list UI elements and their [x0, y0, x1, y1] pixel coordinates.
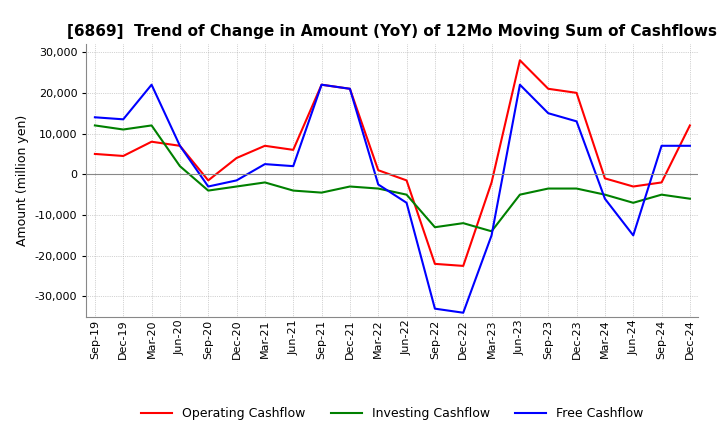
Investing Cashflow: [289, 188, 297, 193]
Investing Cashflow: [374, 186, 382, 191]
Line: Operating Cashflow: Operating Cashflow: [95, 60, 690, 266]
Investing Cashflow: [318, 190, 326, 195]
Investing Cashflow: [261, 180, 269, 185]
Title: [6869]  Trend of Change in Amount (YoY) of 12Mo Moving Sum of Cashflows: [6869] Trend of Change in Amount (YoY) o…: [68, 24, 717, 39]
Line: Free Cashflow: Free Cashflow: [95, 85, 690, 313]
Investing Cashflow: [487, 229, 496, 234]
Operating Cashflow: [487, 180, 496, 185]
Free Cashflow: [204, 184, 212, 189]
Operating Cashflow: [516, 58, 524, 63]
Y-axis label: Amount (million yen): Amount (million yen): [16, 115, 30, 246]
Operating Cashflow: [374, 168, 382, 173]
Legend: Operating Cashflow, Investing Cashflow, Free Cashflow: Operating Cashflow, Investing Cashflow, …: [136, 402, 649, 425]
Operating Cashflow: [91, 151, 99, 157]
Investing Cashflow: [544, 186, 552, 191]
Operating Cashflow: [233, 155, 241, 161]
Operating Cashflow: [657, 180, 666, 185]
Investing Cashflow: [629, 200, 637, 205]
Operating Cashflow: [629, 184, 637, 189]
Free Cashflow: [289, 164, 297, 169]
Free Cashflow: [459, 310, 467, 315]
Free Cashflow: [600, 196, 609, 202]
Operating Cashflow: [318, 82, 326, 88]
Free Cashflow: [91, 115, 99, 120]
Investing Cashflow: [516, 192, 524, 197]
Investing Cashflow: [600, 192, 609, 197]
Free Cashflow: [685, 143, 694, 148]
Operating Cashflow: [346, 86, 354, 92]
Investing Cashflow: [572, 186, 581, 191]
Investing Cashflow: [402, 192, 411, 197]
Investing Cashflow: [657, 192, 666, 197]
Operating Cashflow: [119, 153, 127, 158]
Operating Cashflow: [572, 90, 581, 95]
Investing Cashflow: [431, 224, 439, 230]
Free Cashflow: [233, 178, 241, 183]
Free Cashflow: [148, 82, 156, 88]
Free Cashflow: [657, 143, 666, 148]
Investing Cashflow: [204, 188, 212, 193]
Operating Cashflow: [600, 176, 609, 181]
Operating Cashflow: [204, 178, 212, 183]
Operating Cashflow: [148, 139, 156, 144]
Free Cashflow: [402, 200, 411, 205]
Investing Cashflow: [148, 123, 156, 128]
Investing Cashflow: [685, 196, 694, 202]
Free Cashflow: [629, 233, 637, 238]
Free Cashflow: [544, 110, 552, 116]
Free Cashflow: [431, 306, 439, 311]
Operating Cashflow: [402, 178, 411, 183]
Free Cashflow: [516, 82, 524, 88]
Investing Cashflow: [91, 123, 99, 128]
Investing Cashflow: [346, 184, 354, 189]
Investing Cashflow: [233, 184, 241, 189]
Operating Cashflow: [261, 143, 269, 148]
Free Cashflow: [318, 82, 326, 88]
Investing Cashflow: [176, 164, 184, 169]
Free Cashflow: [176, 143, 184, 148]
Operating Cashflow: [544, 86, 552, 92]
Free Cashflow: [374, 182, 382, 187]
Operating Cashflow: [289, 147, 297, 153]
Free Cashflow: [261, 161, 269, 167]
Operating Cashflow: [685, 123, 694, 128]
Investing Cashflow: [459, 220, 467, 226]
Line: Investing Cashflow: Investing Cashflow: [95, 125, 690, 231]
Investing Cashflow: [119, 127, 127, 132]
Free Cashflow: [346, 86, 354, 92]
Free Cashflow: [487, 233, 496, 238]
Free Cashflow: [119, 117, 127, 122]
Operating Cashflow: [176, 143, 184, 148]
Free Cashflow: [572, 119, 581, 124]
Operating Cashflow: [459, 263, 467, 268]
Operating Cashflow: [431, 261, 439, 267]
